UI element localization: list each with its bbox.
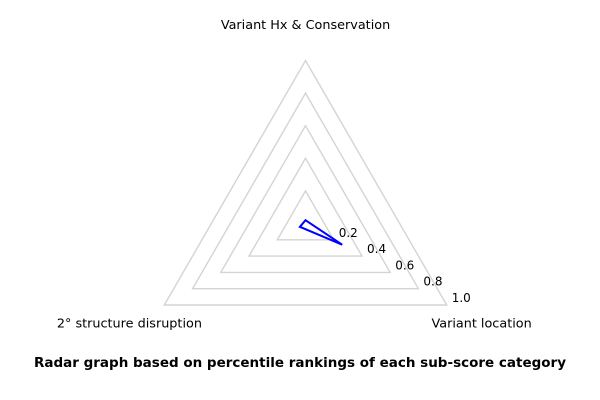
- grid-triangle-0.4: [247, 156, 364, 257]
- grid-triangle-0.6: [219, 124, 392, 274]
- grid-triangle-1.0: [163, 59, 448, 306]
- grid-triangle-0.2: [276, 189, 335, 241]
- axis-label-1: Variant location: [431, 317, 531, 332]
- figure-caption: Radar graph based on percentile rankings…: [33, 355, 567, 371]
- radial-tick-label: 0.4: [367, 242, 386, 256]
- radial-tick-label: 0.8: [423, 275, 442, 289]
- radial-tick-label: 0.2: [339, 226, 358, 240]
- radial-tick-label: 1.0: [452, 291, 471, 305]
- radar-chart-canvas: 0.2 0.4 0.6 0.8 1.0 Variant Hx & Conservation…: [57, 18, 532, 332]
- grid-triangle-0.8: [191, 91, 420, 290]
- axis-label-2: 2° structure disruption: [57, 317, 202, 332]
- axis-label-0: Variant Hx & Conservation: [221, 18, 390, 33]
- radial-tick-label: 0.6: [395, 258, 414, 272]
- data-polygon: [298, 218, 343, 246]
